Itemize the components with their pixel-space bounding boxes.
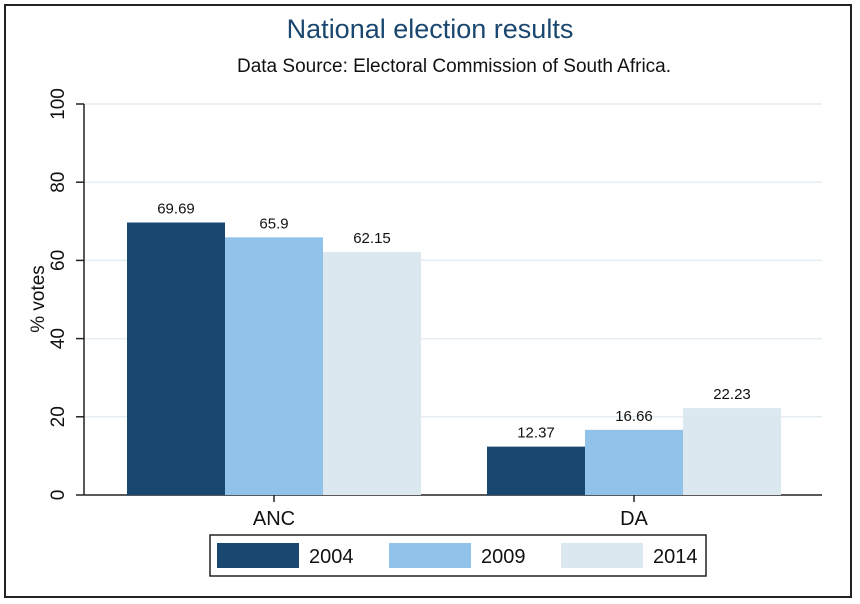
legend-label-2004: 2004 xyxy=(309,546,354,568)
bar-anc-2009 xyxy=(225,237,323,495)
y-axis-title: % votes xyxy=(28,265,49,333)
y-tick-label: 40 xyxy=(48,328,69,349)
y-tick-label: 100 xyxy=(48,88,69,120)
y-tick-label: 60 xyxy=(48,250,69,271)
category-label-anc: ANC xyxy=(253,508,295,530)
legend-swatch-2009 xyxy=(389,543,471,568)
legend: 2004 2009 2014 xyxy=(209,534,707,577)
data-label-anc-2009: 65.9 xyxy=(259,215,288,232)
data-label-da-2014: 22.23 xyxy=(713,386,751,403)
bar-anc-2014 xyxy=(323,251,421,495)
data-label-da-2004: 12.37 xyxy=(517,425,555,442)
data-label-anc-2004: 69.69 xyxy=(157,201,195,218)
data-labels: 69.69 65.9 62.15 12.37 16.66 22.23 xyxy=(157,201,751,442)
y-tick-label: 20 xyxy=(48,406,69,427)
y-tick-label: 0 xyxy=(48,490,69,501)
chart-title: National election results xyxy=(286,14,574,44)
legend-swatch-2014 xyxy=(561,543,643,568)
bar-da-2004 xyxy=(487,446,585,495)
legend-swatch-2004 xyxy=(217,543,299,568)
bars xyxy=(127,222,781,496)
data-label-anc-2014: 62.15 xyxy=(353,230,391,247)
bar-anc-2004 xyxy=(127,222,225,496)
data-label-da-2009: 16.66 xyxy=(615,408,653,425)
legend-label-2009: 2009 xyxy=(481,546,526,568)
legend-label-2014: 2014 xyxy=(653,546,698,568)
bar-da-2009 xyxy=(585,429,683,495)
bar-da-2014 xyxy=(683,408,781,495)
y-tick-label: 80 xyxy=(48,172,69,193)
category-label-da: DA xyxy=(620,508,648,530)
chart-subtitle: Data Source: Electoral Commission of Sou… xyxy=(236,56,672,77)
